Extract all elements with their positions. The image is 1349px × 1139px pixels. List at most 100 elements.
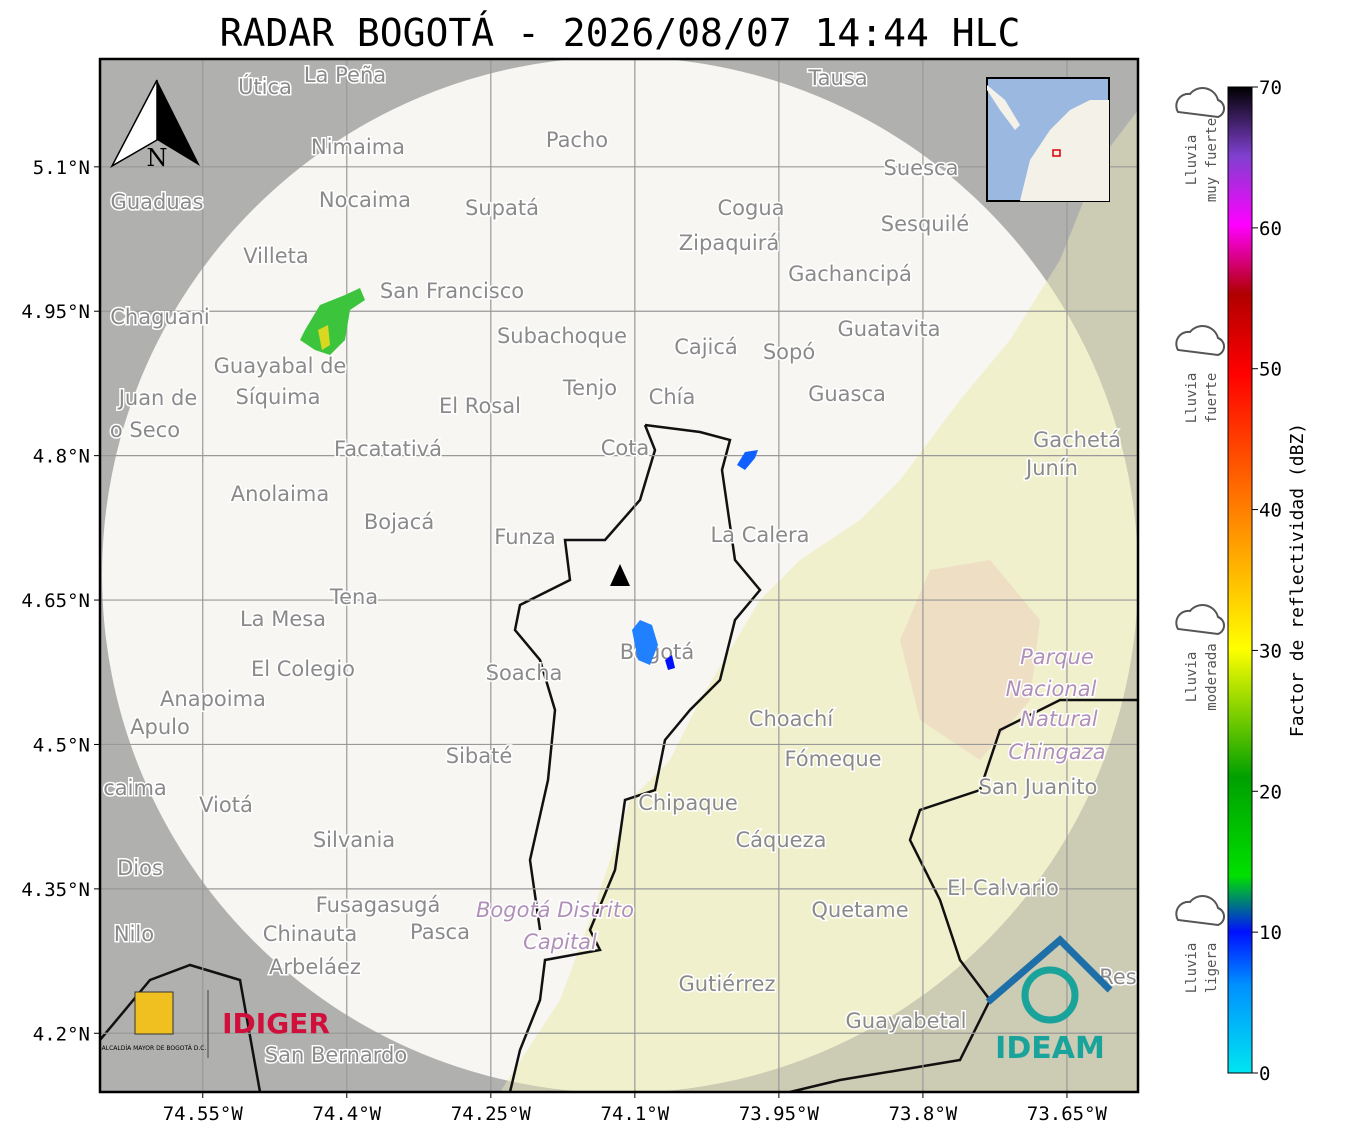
echo-cell bbox=[665, 655, 675, 670]
place-label: Chinauta bbox=[263, 922, 357, 946]
colorbar-tick-label: 70 bbox=[1259, 77, 1282, 99]
place-label: El Rosal bbox=[439, 394, 521, 418]
place-label: Tena bbox=[329, 585, 378, 609]
place-label: Juan de bbox=[117, 386, 198, 410]
place-label: Gutiérrez bbox=[679, 972, 776, 996]
place-label: Choachí bbox=[749, 707, 835, 731]
place-label: Síquima bbox=[236, 385, 321, 409]
place-label: Sesquilé bbox=[881, 212, 969, 236]
place-label: Pasca bbox=[410, 920, 470, 944]
echo-cell bbox=[300, 288, 365, 355]
idiger-logo: IDIGER bbox=[222, 1007, 330, 1040]
lon-tick-label: 74.4°W bbox=[312, 1103, 381, 1125]
place-label: Funza bbox=[494, 525, 555, 549]
lon-tick-label: 74.1°W bbox=[601, 1103, 670, 1125]
place-label: o Seco bbox=[110, 418, 180, 442]
lon-tick-label: 73.95°W bbox=[739, 1103, 820, 1125]
terrain-east bbox=[500, 110, 1138, 1092]
weather-icon bbox=[1175, 895, 1225, 927]
lat-tick-label: 5.1°N bbox=[33, 157, 90, 179]
rain-category-label: moderada bbox=[1204, 643, 1220, 710]
place-label: Parque bbox=[1020, 645, 1094, 669]
place-label: San Francisco bbox=[380, 279, 524, 303]
place-label: Chingaza bbox=[1008, 740, 1105, 764]
colorbar bbox=[1227, 86, 1253, 1074]
weather-icon bbox=[1175, 87, 1225, 119]
place-label: Pacho bbox=[546, 128, 608, 152]
lon-tick-label: 74.25°W bbox=[451, 1103, 532, 1125]
colorbar-label: Factor de reflectividad (dBZ) bbox=[1287, 423, 1308, 737]
place-label: Silvania bbox=[313, 828, 395, 852]
place-label: Gachetá bbox=[1033, 428, 1121, 452]
place-label: Natural bbox=[1020, 707, 1098, 731]
rain-category-label: fuerte bbox=[1204, 373, 1220, 424]
place-label: Tausa bbox=[807, 66, 867, 90]
place-label: Gachancipá bbox=[788, 262, 912, 286]
echo-core bbox=[318, 325, 330, 350]
place-label: San Bernardo bbox=[265, 1043, 407, 1067]
place-label: La Calera bbox=[710, 523, 809, 547]
place-label: Soacha bbox=[486, 661, 563, 685]
park-area bbox=[900, 560, 1040, 760]
place-label: Anolaima bbox=[231, 482, 329, 506]
place-label: El Calvario bbox=[947, 876, 1059, 900]
place-label: Anapoima bbox=[160, 687, 266, 711]
echo-cell bbox=[737, 450, 758, 470]
place-label: Tenjo bbox=[562, 376, 617, 400]
place-label: Facatativá bbox=[334, 437, 442, 461]
rain-category-label: Lluvia bbox=[1184, 135, 1200, 186]
place-label: Guayabetal bbox=[846, 1009, 967, 1033]
lat-tick-label: 4.5°N bbox=[33, 734, 90, 756]
place-label: Sibaté bbox=[446, 744, 513, 768]
place-label: Subachoque bbox=[497, 324, 627, 348]
place-label: La Peña bbox=[304, 63, 386, 87]
place-label: Cajicá bbox=[674, 335, 738, 359]
rain-category-label: Lluvia bbox=[1184, 373, 1200, 424]
ideam-swirl bbox=[1021, 966, 1079, 1024]
place-label: Chipaque bbox=[638, 791, 738, 815]
place-label: Útica bbox=[238, 74, 292, 99]
north-arrow bbox=[157, 80, 200, 166]
place-label: Viotá bbox=[199, 793, 253, 817]
place-label: Arbeláez bbox=[269, 955, 361, 979]
rain-category-label: muy fuerte bbox=[1204, 118, 1220, 202]
rain-category: Lluvia muy fuerte bbox=[1175, 87, 1225, 202]
ideam-logo: IDEAM bbox=[995, 1031, 1105, 1066]
place-label: Nilo bbox=[114, 922, 154, 946]
map-frame bbox=[98, 57, 1140, 1094]
place-label: Fómeque bbox=[784, 747, 881, 771]
place-label: Cogua bbox=[717, 196, 784, 220]
title: RADAR BOGOTÁ - 2026/08/07 14:44 HLC bbox=[220, 11, 1021, 55]
place-label: San Juanito bbox=[979, 775, 1098, 799]
place-label: Guatavita bbox=[838, 317, 941, 341]
place-label: Fusagasugá bbox=[316, 893, 441, 917]
place-label: Quetame bbox=[811, 898, 908, 922]
map: La Peña Útica Tausa Pacho Nimaima Guaduas Noca… bbox=[100, 59, 1138, 1092]
place-label: Bogotá Distrito bbox=[476, 898, 634, 922]
inset-land bbox=[987, 85, 1109, 201]
alcaldia-shield bbox=[134, 991, 174, 1035]
colorbar-tick-label: 20 bbox=[1259, 781, 1282, 803]
place-label: Bogotá bbox=[620, 640, 695, 664]
inset-marker bbox=[1052, 149, 1061, 157]
place-label: Nocaima bbox=[319, 188, 411, 212]
place-label: Nimaima bbox=[311, 135, 405, 159]
place-label: Guayabal de bbox=[214, 354, 347, 378]
place-label: Bojacá bbox=[364, 510, 434, 534]
lon-tick-label: 74.55°W bbox=[163, 1103, 244, 1125]
place-label: Sopó bbox=[763, 340, 815, 364]
rain-category-label: Lluvia bbox=[1184, 652, 1200, 703]
lat-tick-label: 4.8°N bbox=[33, 446, 90, 468]
place-label: Dios bbox=[117, 856, 163, 880]
place-label: Nacional bbox=[1006, 677, 1097, 701]
echo-cell bbox=[632, 620, 658, 665]
district-boundary bbox=[508, 423, 762, 1092]
rain-category: Lluvia moderada bbox=[1175, 604, 1225, 711]
weather-icon bbox=[1175, 325, 1225, 357]
colorbar-tick-label: 40 bbox=[1259, 500, 1282, 522]
place-label: Suesca bbox=[884, 156, 959, 180]
rain-category: Lluvia fuerte bbox=[1175, 325, 1225, 424]
rain-category: Lluvia ligera bbox=[1175, 895, 1225, 993]
lat-tick-label: 4.65°N bbox=[21, 590, 90, 612]
